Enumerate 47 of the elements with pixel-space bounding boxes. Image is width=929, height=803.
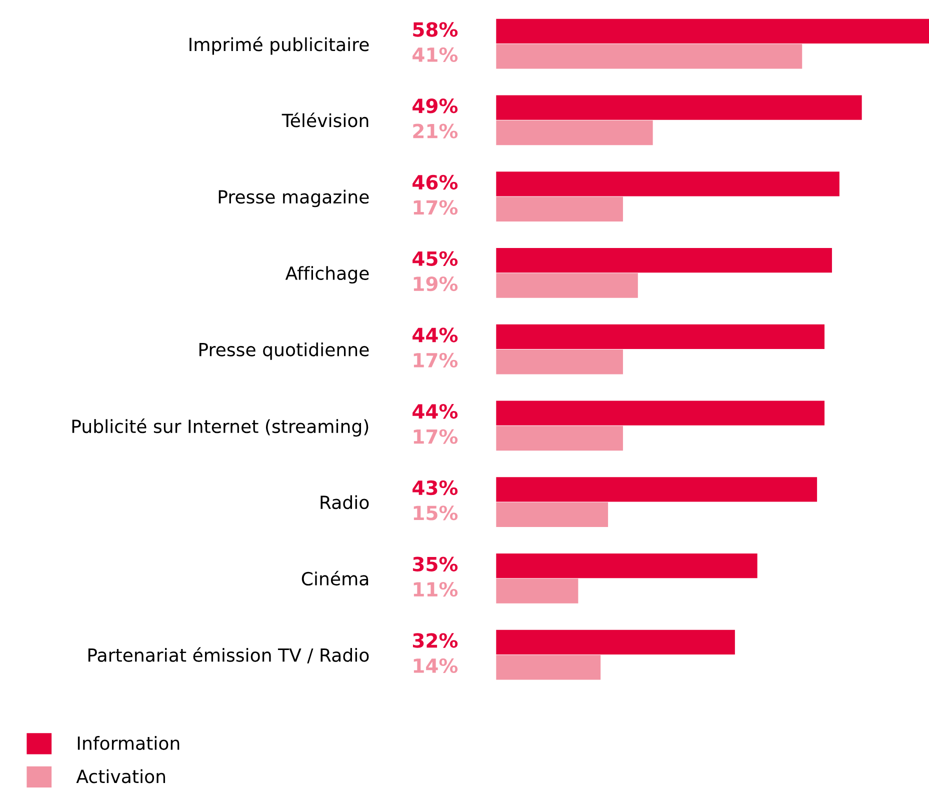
bar bbox=[496, 324, 825, 350]
bar bbox=[496, 553, 758, 578]
legend-label: Information bbox=[78, 736, 180, 750]
y-tick-label: Cinéma bbox=[302, 570, 368, 586]
data-label: 49% bbox=[412, 98, 458, 114]
data-label: 17% bbox=[414, 352, 458, 368]
y-tick-label: Presse magazine bbox=[218, 190, 369, 208]
bar bbox=[496, 578, 578, 604]
data-label: 17% bbox=[414, 200, 458, 215]
bar bbox=[496, 248, 832, 273]
data-label: 44% bbox=[412, 404, 458, 419]
data-label: 14% bbox=[414, 658, 458, 674]
bar bbox=[496, 172, 840, 196]
legend-label: Activation bbox=[76, 769, 166, 784]
data-label: 46% bbox=[412, 174, 458, 190]
data-label: 44% bbox=[412, 328, 458, 342]
bar bbox=[496, 273, 638, 298]
bar bbox=[496, 44, 802, 69]
y-tick-label: Publicité sur Internet (streaming) bbox=[72, 418, 368, 437]
data-label: 35% bbox=[412, 556, 458, 572]
bar bbox=[496, 400, 825, 426]
bar bbox=[496, 630, 735, 655]
data-label: 32% bbox=[412, 633, 458, 648]
y-tick-label: Imprimé publicitaire bbox=[190, 36, 369, 55]
data-label: 19% bbox=[414, 276, 458, 292]
data-label: 17% bbox=[414, 429, 458, 444]
bar bbox=[496, 477, 818, 502]
y-tick-label: Presse quotidienne bbox=[199, 342, 369, 360]
data-label: 15% bbox=[414, 506, 458, 520]
bar bbox=[496, 18, 929, 44]
y-tick-label: Télévision bbox=[282, 112, 368, 128]
y-tick-label: Partenariat émission TV / Radio bbox=[88, 647, 369, 664]
y-tick-label: Radio bbox=[320, 495, 369, 510]
y-tick-label: Affichage bbox=[285, 266, 369, 284]
data-label: 41% bbox=[412, 47, 458, 62]
data-label: 58% bbox=[413, 22, 458, 37]
data-label: 43% bbox=[412, 480, 458, 496]
bar bbox=[496, 350, 623, 374]
bar bbox=[496, 426, 623, 451]
bar bbox=[496, 120, 653, 146]
bar bbox=[496, 502, 608, 528]
data-label: 45% bbox=[412, 251, 458, 266]
data-label: 21% bbox=[413, 124, 458, 138]
bar bbox=[496, 196, 623, 222]
bar bbox=[496, 655, 601, 680]
bar bbox=[496, 95, 862, 120]
data-label: 11% bbox=[414, 582, 458, 597]
